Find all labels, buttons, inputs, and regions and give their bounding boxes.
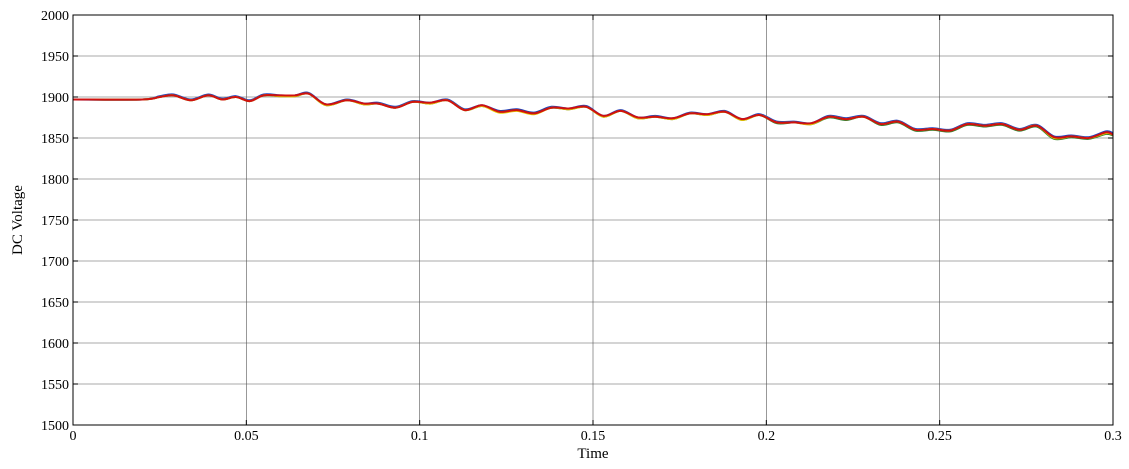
series-lines — [72, 91, 1114, 141]
y-tick-label: 1800 — [41, 173, 69, 188]
y-tick-label: 1650 — [41, 296, 69, 311]
y-tick-label: 1500 — [41, 419, 69, 434]
x-tick-label: 0.2 — [758, 429, 776, 444]
y-tick-label: 1850 — [41, 132, 69, 147]
axis-ticks: 0 0.05 0.1 0.15 0.2 0.25 0.3 1500 1550 1600 1650 17… — [41, 9, 1122, 444]
grid-lines — [73, 15, 1113, 425]
y-axis-title: DC Voltage — [10, 185, 26, 255]
series-line-4 — [72, 92, 1114, 140]
x-tick-label: 0.05 — [234, 429, 259, 444]
y-tick-label: 1950 — [41, 50, 69, 65]
y-tick-label: 1900 — [41, 91, 69, 106]
x-tick-label: 0.15 — [581, 429, 606, 444]
y-tick-label: 2000 — [41, 9, 69, 24]
y-tick-label: 1550 — [41, 378, 69, 393]
x-axis-title: Time — [577, 446, 608, 462]
x-tick-label: 0.3 — [1104, 429, 1122, 444]
y-tick-label: 1700 — [41, 255, 69, 270]
y-tick-label: 1600 — [41, 337, 69, 352]
x-tick-label: 0.1 — [411, 429, 429, 444]
x-tick-label: 0 — [70, 429, 77, 444]
y-tick-label: 1750 — [41, 214, 69, 229]
x-tick-label: 0.25 — [927, 429, 952, 444]
